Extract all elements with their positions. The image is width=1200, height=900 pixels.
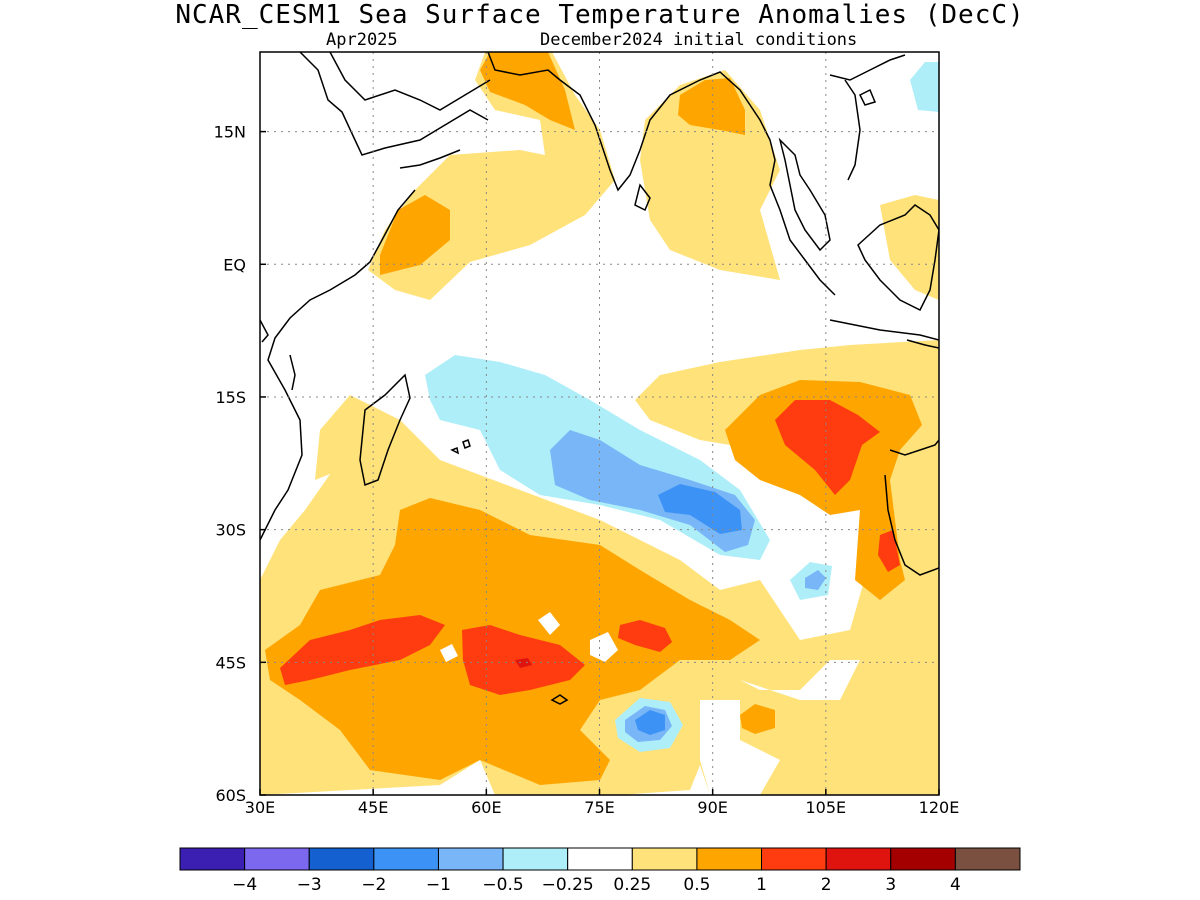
colorbar-swatch [373,847,439,871]
forecast-month: Apr2025 [326,30,398,50]
colorbar-swatch [437,847,504,871]
longitude-labels: 30E 45E 60E 75E 90E 105E 120E [245,789,960,817]
colorbar-label: 1 [756,875,767,895]
map-title: NCAR_CESM1 Sea Surface Temperature Anoma… [175,0,1025,30]
colorbar-label: 4 [950,875,961,895]
neutral-region-hole-a [538,612,560,635]
colorbar-swatch [761,847,827,871]
lat-tick-label: 15N [214,123,246,142]
anomaly-field [260,52,939,795]
colorbar-swatch [502,847,569,871]
lon-tick-label: 45E [358,798,388,817]
anomaly-region-somali-warm [380,195,450,275]
neutral-region-central [740,660,860,700]
colorbar-swatch [696,847,763,871]
lon-tick-label: 60E [471,798,501,817]
neutral-region-south [700,700,780,795]
colorbar-swatch [308,847,375,871]
anomaly-region-bengal-warm [678,78,745,135]
colorbar-swatch [631,847,698,871]
colorbar-label: −2 [361,875,386,895]
lon-tick-label: 30E [245,798,275,817]
anomaly-region-south-hot-core [515,658,532,668]
anomaly-region-se-asia-cool [910,62,939,112]
anomaly-region-east-coast [880,195,939,300]
lon-tick-label: 75E [584,798,614,817]
lon-tick-label: 120E [919,798,960,817]
colorbar-label: 3 [885,875,896,895]
colorbar: −4 −3 −2 −1 −0.5 −0.25 0.25 0.5 1 2 3 4 [179,847,1021,895]
initial-conditions-label: December2024 initial conditions [540,30,858,50]
colorbar-label: −3 [297,875,322,895]
colorbar-swatch [954,847,1021,871]
anomaly-region-warm-spot [740,704,775,734]
colorbar-swatch [567,847,633,871]
colorbar-label: 2 [821,875,832,895]
anomaly-region-cool-small-core [805,570,826,590]
anomaly-region-sub-15s [315,395,360,480]
lon-tick-label: 90E [697,798,727,817]
lat-tick-label: 30S [215,521,246,540]
colorbar-label: 0.5 [683,875,710,895]
lat-tick-label: 15S [215,388,246,407]
anomaly-region-coldest [658,484,742,534]
latitude-labels: 15N EQ 15S 30S 45S 60S [214,123,266,805]
anomaly-region-cold-south [635,710,665,735]
colorbar-swatch [890,847,956,871]
anomaly-region-south-hot-west [280,615,445,685]
anomaly-region-eastern-hot [775,400,880,495]
coastlines [260,52,939,705]
lat-tick-label: EQ [223,255,246,274]
neutral-region-hole-b [590,632,618,662]
colorbar-swatch [825,847,892,871]
neutral-region-hole-c [440,644,458,662]
colorbar-swatch [244,847,310,871]
colorbar-label: −1 [426,875,451,895]
colorbar-label: −0.5 [482,875,523,895]
colorbar-label: −4 [232,875,257,895]
lat-tick-label: 45S [215,653,246,672]
lon-tick-label: 105E [806,798,847,817]
anomaly-region-arabian-warm [480,52,575,130]
colorbar-swatch [179,847,246,871]
lat-tick-label: 60S [215,786,246,805]
anomaly-region-south-hot-east [618,620,672,652]
colorbar-label: 0.25 [613,875,651,895]
colorbar-label: −0.25 [542,875,594,895]
